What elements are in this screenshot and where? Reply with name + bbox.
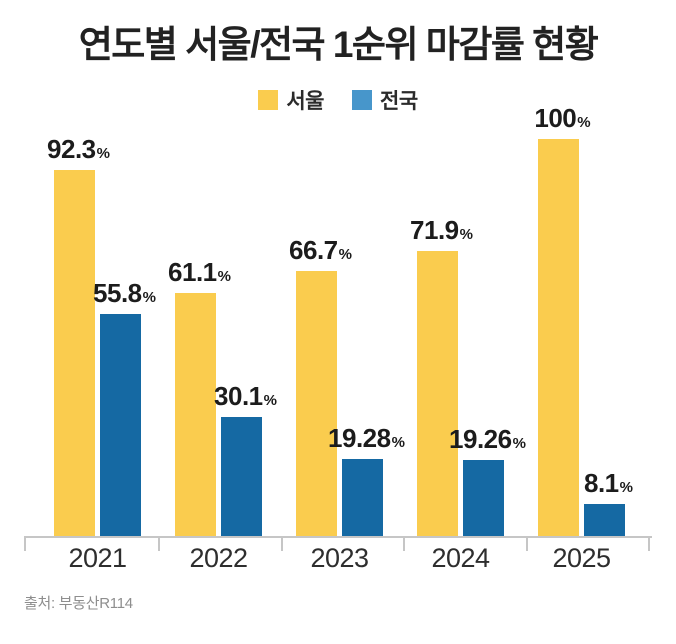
value-label-national-2022: 30.1% xyxy=(214,380,277,411)
axis-tick xyxy=(158,536,160,551)
axis-tick xyxy=(281,536,283,551)
legend-label-national: 전국 xyxy=(380,90,418,113)
national-swatch-icon xyxy=(352,90,372,110)
chart-title: 연도별 서울/전국 1순위 마감률 현황 xyxy=(78,24,599,65)
bar-seoul-2021 xyxy=(54,169,95,536)
source-text: 출처: 부동산R114 xyxy=(24,595,133,612)
x-tick-label-2025: 2025 xyxy=(552,543,611,573)
x-tick-label-2023: 2023 xyxy=(310,543,369,573)
x-tick-label-2024: 2024 xyxy=(431,543,490,573)
value-label-seoul-2022: 61.1% xyxy=(168,257,231,288)
axis-tick xyxy=(24,536,26,551)
bar-seoul-2024 xyxy=(417,250,458,536)
bar-national-2024 xyxy=(463,459,504,536)
value-label-seoul-2025: 100% xyxy=(534,103,591,133)
bar-seoul-2022 xyxy=(175,293,216,536)
bar-national-2023 xyxy=(342,459,383,536)
value-label-national-2021: 55.8% xyxy=(93,278,156,309)
value-label-national-2025: 8.1% xyxy=(584,467,633,498)
legend-item-national: 전국 xyxy=(352,85,418,115)
legend: 서울 전국 xyxy=(0,85,676,115)
value-label-national-2023: 19.28% xyxy=(328,423,405,454)
value-label-seoul-2024: 71.9% xyxy=(410,214,473,245)
x-tick-label-2021: 2021 xyxy=(68,543,127,573)
bar-national-2025 xyxy=(584,503,625,536)
x-axis xyxy=(24,536,652,538)
axis-tick xyxy=(403,536,405,551)
value-label-national-2024: 19.26% xyxy=(449,423,526,454)
value-label-seoul-2023: 66.7% xyxy=(289,235,352,266)
bar-national-2022 xyxy=(221,416,262,536)
bar-seoul-2023 xyxy=(296,271,337,536)
bar-seoul-2025 xyxy=(538,139,579,536)
bar-national-2021 xyxy=(100,314,141,536)
axis-tick xyxy=(526,536,528,551)
x-tick-label-2022: 2022 xyxy=(189,543,248,573)
seoul-swatch-icon xyxy=(258,90,279,110)
legend-label-seoul: 서울 xyxy=(286,90,324,113)
legend-item-seoul: 서울 xyxy=(258,85,324,115)
axis-tick xyxy=(648,536,650,551)
value-label-seoul-2021: 92.3% xyxy=(47,133,110,164)
